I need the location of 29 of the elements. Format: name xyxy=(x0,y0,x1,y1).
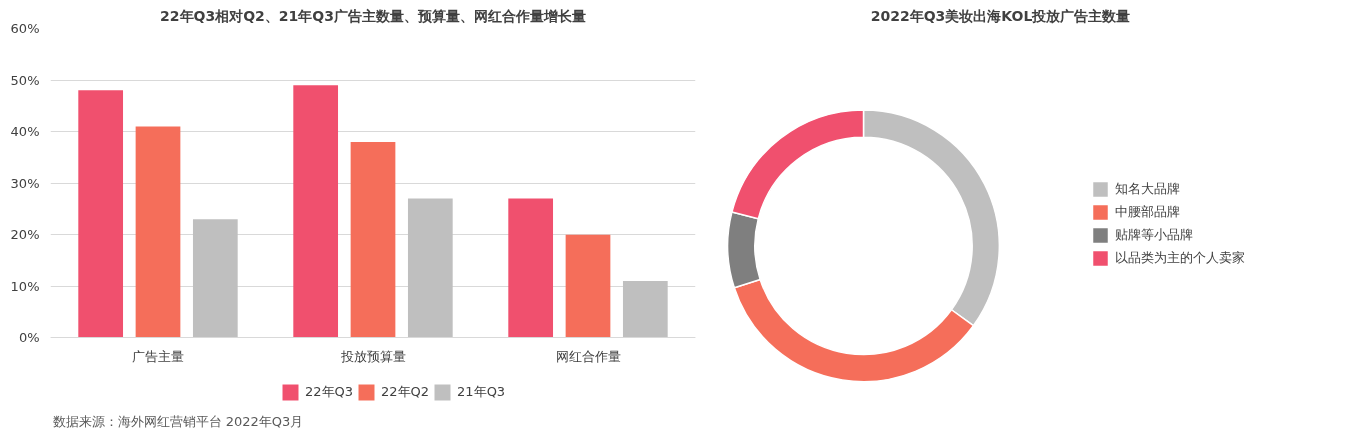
y-tick-label: 60% xyxy=(10,21,40,36)
x-tick-label: 投放预算量 xyxy=(339,348,406,364)
y-tick-label: 0% xyxy=(18,330,40,346)
bar xyxy=(350,141,396,338)
chart-title: 22年Q3相对Q2、21年Q3广告主数量、预算量、网红合作量增长量 xyxy=(160,7,586,24)
y-tick-label: 40% xyxy=(10,124,40,140)
bar xyxy=(622,281,668,338)
bar xyxy=(293,85,339,338)
bar xyxy=(78,90,124,338)
y-tick-label: 20% xyxy=(10,227,40,243)
bar xyxy=(508,198,554,338)
legend-label: 22年Q2 xyxy=(381,383,430,401)
x-tick-label: 网红合作量 xyxy=(555,348,621,364)
x-tick-label: 广告主量 xyxy=(132,348,184,364)
bar xyxy=(192,219,238,338)
bar xyxy=(565,234,611,338)
legend-label: 中腰部品牌 xyxy=(1115,203,1180,221)
legend-label: 贴牌等小品牌 xyxy=(1115,226,1193,244)
legend-label: 22年Q3 xyxy=(305,383,354,401)
legend-label: 以品类为主的个人卖家 xyxy=(1115,249,1245,267)
bar xyxy=(407,198,453,338)
source-note: 数据来源：海外网红营销平台 2022年Q3月 xyxy=(52,413,304,429)
y-tick-label: 30% xyxy=(10,175,40,191)
bar xyxy=(135,126,181,338)
y-tick-label: 50% xyxy=(10,72,40,88)
y-tick-label: 10% xyxy=(10,278,40,294)
chart-title: 2022年Q3美妆出海KOL投放广告主数量 xyxy=(870,7,1131,24)
legend-label: 21年Q3 xyxy=(457,383,506,401)
legend-label: 知名大品牌 xyxy=(1115,180,1180,198)
